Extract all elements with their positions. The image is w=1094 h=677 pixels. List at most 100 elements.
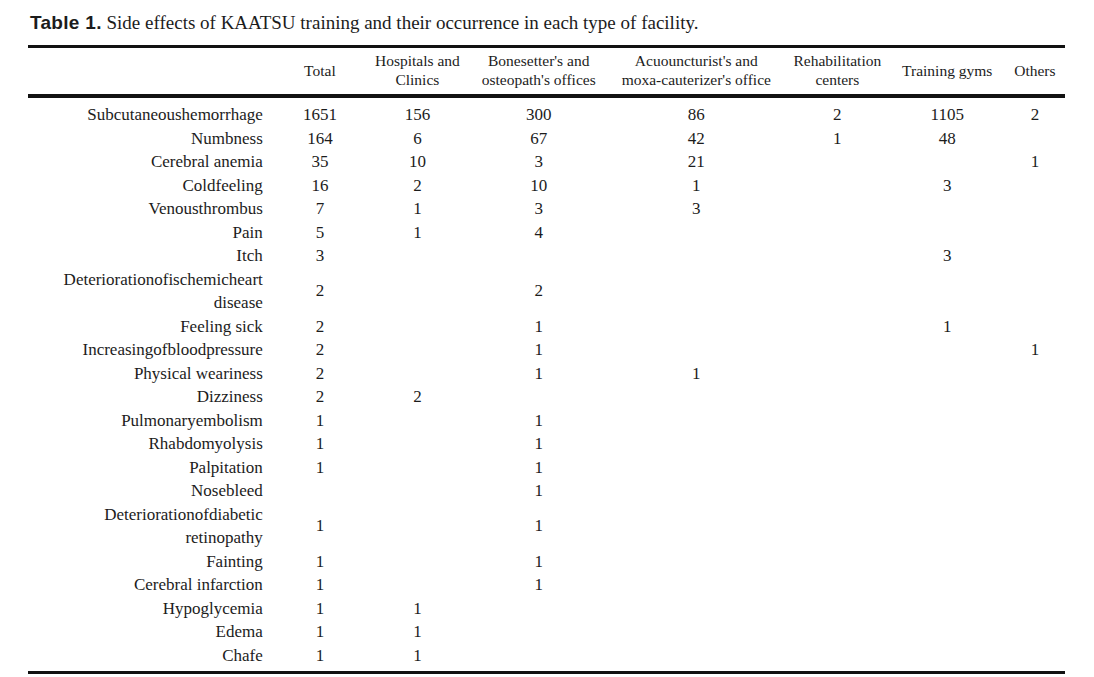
cell: 48 bbox=[890, 127, 1005, 151]
cell bbox=[785, 268, 890, 315]
table-row: Hypoglycemia11 bbox=[28, 597, 1065, 621]
cell bbox=[365, 338, 470, 362]
cell: 1 bbox=[275, 597, 365, 621]
cell bbox=[1005, 456, 1065, 480]
cell bbox=[470, 597, 608, 621]
cell bbox=[890, 409, 1005, 433]
row-label: Increasingofbloodpressure bbox=[28, 338, 275, 362]
cell: 1 bbox=[1005, 150, 1065, 174]
col-header-training-gyms: Training gyms bbox=[890, 47, 1005, 97]
table-row: Edema11 bbox=[28, 620, 1065, 644]
cell bbox=[785, 456, 890, 480]
cell: 1 bbox=[365, 221, 470, 245]
cell bbox=[890, 385, 1005, 409]
cell: 1 bbox=[470, 573, 608, 597]
table-row: Numbness16466742148 bbox=[28, 127, 1065, 151]
cell bbox=[608, 550, 785, 574]
cell: 3 bbox=[608, 197, 785, 221]
cell: 3 bbox=[890, 174, 1005, 198]
table-header: Total Hospitals and Clinics Bonesetter's… bbox=[28, 47, 1065, 97]
col-header-rehabilitation: Rehabilitation centers bbox=[785, 47, 890, 97]
cell bbox=[890, 456, 1005, 480]
cell bbox=[470, 644, 608, 673]
cell: 1 bbox=[275, 409, 365, 433]
cell: 1 bbox=[470, 550, 608, 574]
row-label: Subcutaneoushemorrhage bbox=[28, 96, 275, 127]
cell bbox=[785, 573, 890, 597]
row-label: Deteriorationofischemicheart disease bbox=[28, 268, 275, 315]
cell: 1 bbox=[365, 644, 470, 673]
cell bbox=[608, 338, 785, 362]
table-row: Venousthrombus7133 bbox=[28, 197, 1065, 221]
cell: 1 bbox=[275, 644, 365, 673]
cell bbox=[365, 432, 470, 456]
cell: 1 bbox=[470, 338, 608, 362]
table-row: Deteriorationofischemicheart disease22 bbox=[28, 268, 1065, 315]
col-header-hospitals: Hospitals and Clinics bbox=[365, 47, 470, 97]
cell: 1 bbox=[470, 362, 608, 386]
cell bbox=[608, 432, 785, 456]
cell: 156 bbox=[365, 96, 470, 127]
cell bbox=[785, 338, 890, 362]
cell bbox=[1005, 197, 1065, 221]
cell bbox=[890, 362, 1005, 386]
cell bbox=[890, 573, 1005, 597]
cell bbox=[785, 197, 890, 221]
cell bbox=[1005, 409, 1065, 433]
table-row: Cerebral anemia35103211 bbox=[28, 150, 1065, 174]
cell: 2 bbox=[275, 338, 365, 362]
cell bbox=[785, 362, 890, 386]
cell: 1 bbox=[275, 573, 365, 597]
cell bbox=[1005, 174, 1065, 198]
row-label: Chafe bbox=[28, 644, 275, 673]
cell bbox=[365, 550, 470, 574]
cell: 21 bbox=[608, 150, 785, 174]
cell: 2 bbox=[470, 268, 608, 315]
cell bbox=[608, 644, 785, 673]
cell bbox=[608, 221, 785, 245]
cell: 2 bbox=[275, 385, 365, 409]
side-effects-table: Total Hospitals and Clinics Bonesetter's… bbox=[28, 45, 1065, 674]
table-row: Deteriorationofdiabetic retinopathy11 bbox=[28, 503, 1065, 550]
table-row: Rhabdomyolysis11 bbox=[28, 432, 1065, 456]
cell bbox=[608, 385, 785, 409]
cell: 6 bbox=[365, 127, 470, 151]
table-row: Feeling sick211 bbox=[28, 315, 1065, 339]
table-row: Cerebral infarction11 bbox=[28, 573, 1065, 597]
cell bbox=[785, 597, 890, 621]
cell bbox=[785, 479, 890, 503]
cell: 1 bbox=[365, 597, 470, 621]
cell bbox=[1005, 432, 1065, 456]
cell: 2 bbox=[1005, 96, 1065, 127]
cell: 1 bbox=[608, 174, 785, 198]
cell: 2 bbox=[275, 362, 365, 386]
cell: 67 bbox=[470, 127, 608, 151]
row-label: Edema bbox=[28, 620, 275, 644]
cell bbox=[608, 244, 785, 268]
cell bbox=[890, 197, 1005, 221]
cell: 35 bbox=[275, 150, 365, 174]
cell bbox=[608, 620, 785, 644]
cell: 3 bbox=[275, 244, 365, 268]
cell bbox=[890, 432, 1005, 456]
cell bbox=[365, 268, 470, 315]
row-label: Cerebral infarction bbox=[28, 573, 275, 597]
cell bbox=[1005, 597, 1065, 621]
table-caption-text: Side effects of KAATSU training and thei… bbox=[102, 12, 699, 33]
cell bbox=[365, 244, 470, 268]
row-label: Coldfeeling bbox=[28, 174, 275, 198]
cell bbox=[890, 620, 1005, 644]
cell bbox=[1005, 479, 1065, 503]
col-header-empty bbox=[28, 47, 275, 97]
cell: 10 bbox=[470, 174, 608, 198]
row-label: Pain bbox=[28, 221, 275, 245]
cell bbox=[785, 432, 890, 456]
cell: 1 bbox=[470, 503, 608, 550]
cell: 1 bbox=[275, 503, 365, 550]
cell bbox=[785, 315, 890, 339]
cell: 1 bbox=[785, 127, 890, 151]
cell: 1 bbox=[275, 550, 365, 574]
cell: 1651 bbox=[275, 96, 365, 127]
cell bbox=[1005, 315, 1065, 339]
table-row: Chafe11 bbox=[28, 644, 1065, 673]
